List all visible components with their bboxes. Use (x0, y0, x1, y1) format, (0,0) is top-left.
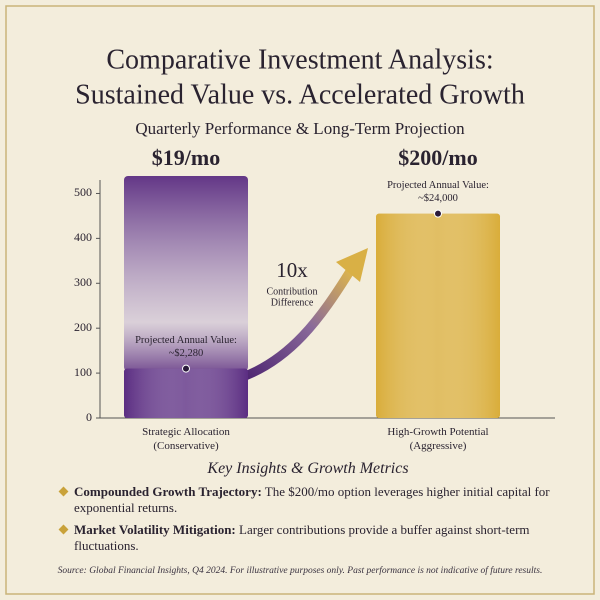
insight-text: The $200/mo option leverages higher init… (74, 484, 550, 515)
insight: Compounded Growth Trajectory: The $200/m… (58, 484, 558, 516)
insights: Key Insights & Growth Metrics Compounded… (58, 460, 558, 560)
arrow (235, 263, 357, 383)
y-tick-label: 400 (74, 230, 92, 244)
multiplier: 10x (276, 258, 308, 282)
insight-lead: Market Volatility Mitigation: (74, 522, 236, 537)
bar-sheen (124, 368, 248, 418)
y-tick-label: 300 (74, 275, 92, 289)
annotation: Projected Annual Value: (135, 335, 237, 346)
title-line: Sustained Value vs. Accelerated Growth (75, 79, 525, 110)
multiplier-text: Contribution (266, 286, 317, 297)
y-tick-label: 200 (74, 320, 92, 334)
title-line: Comparative Investment Analysis: (106, 44, 493, 75)
annotation-value: ~$2,280 (169, 348, 204, 359)
insight: Market Volatility Mitigation: Larger con… (58, 522, 558, 554)
bar-backdrop (124, 176, 248, 371)
y-tick-label: 100 (74, 365, 92, 379)
y-tick-label: 0 (86, 410, 92, 424)
x-tick-line: (Conservative) (153, 440, 219, 452)
frame (5, 5, 595, 595)
x-tick-line: High-Growth Potential (387, 426, 488, 438)
annotation: Projected Annual Value: (387, 180, 489, 191)
x-tick-line: Strategic Allocation (142, 426, 230, 438)
insights-title: Key Insights & Growth Metrics (207, 460, 409, 477)
bar-sheen (376, 213, 500, 418)
x-tick-label: High-Growth Potential (Aggressive) (387, 426, 488, 452)
price-label: $19/mo (152, 145, 220, 170)
multiplier-text: Difference (271, 297, 314, 308)
annotation-value: ~$24,000 (418, 193, 458, 204)
source: Source: Global Financial Insights, Q4 20… (57, 566, 543, 576)
subtitle: Quarterly Performance & Long-Term Projec… (135, 119, 465, 138)
bar-dot (434, 209, 442, 218)
price-label: $200/mo (398, 145, 477, 170)
insight-lead: Compounded Growth Trajectory: (74, 484, 262, 499)
insight-text: Larger contributions provide a buffer ag… (74, 522, 530, 553)
bar-dot (182, 364, 190, 373)
x-tick-label: Strategic Allocation (Conservative) (142, 426, 230, 452)
y-tick-label: 500 (74, 185, 92, 199)
x-tick-line: (Aggressive) (410, 440, 467, 452)
arrow-head (336, 248, 368, 282)
